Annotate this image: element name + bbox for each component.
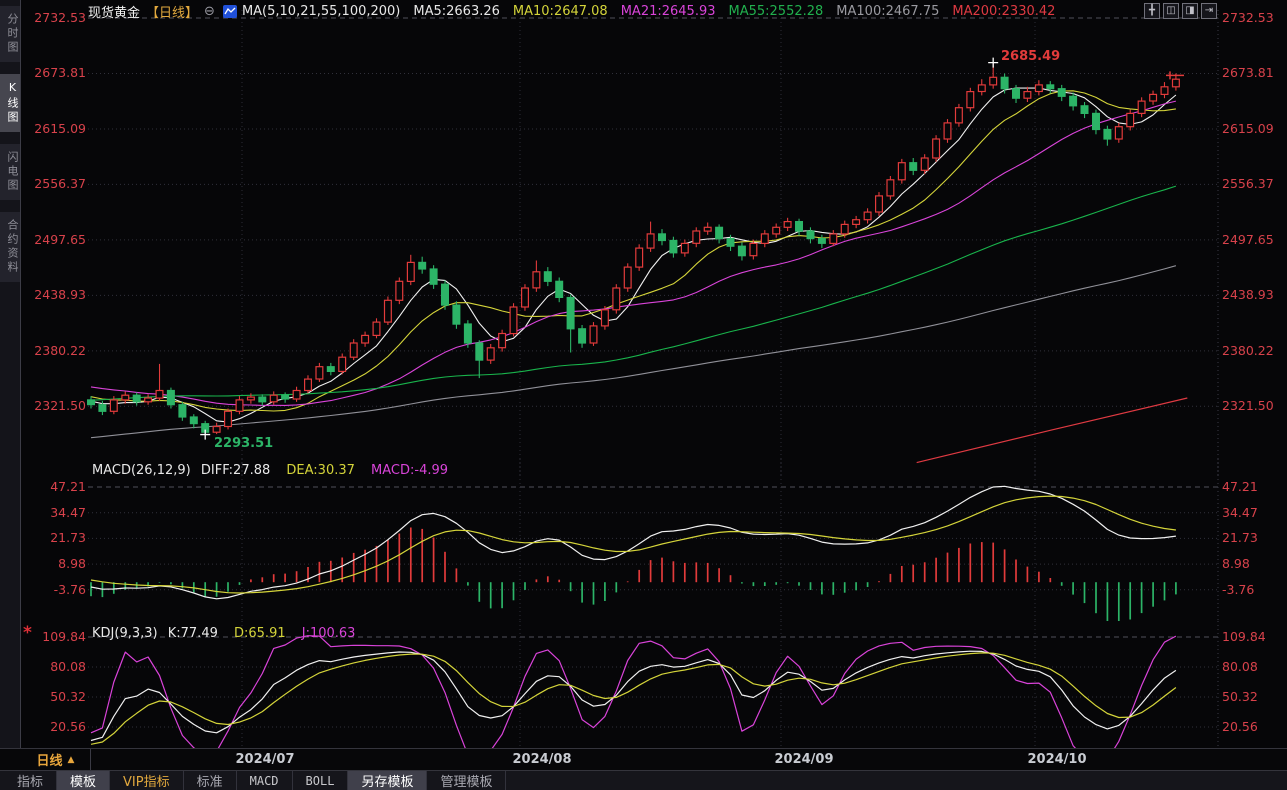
y-axis-label: 2732.53 xyxy=(34,10,86,25)
indicator-settings-icon[interactable]: * xyxy=(23,623,32,643)
y-axis-label: 80.08 xyxy=(50,659,86,674)
tab-vip-indicators[interactable]: VIP指标 xyxy=(110,771,184,790)
tab-save-template[interactable]: 另存模板 xyxy=(348,771,428,790)
tab-boll[interactable]: BOLL xyxy=(293,771,349,790)
y-axis-label: -3.76 xyxy=(1222,581,1255,597)
sidebar-item-kline-chart[interactable]: K线图 xyxy=(0,74,20,132)
macd-macd-value: MACD:-4.99 xyxy=(371,463,449,478)
x-axis-month-label: 2024/10 xyxy=(1027,752,1087,767)
right-axis-icon[interactable]: ◨ xyxy=(1182,3,1198,19)
y-axis-label: 2556.37 xyxy=(34,176,86,192)
y-axis-label: 2615.09 xyxy=(1222,120,1274,136)
ma-value-label: MA5:2663.26 xyxy=(413,3,500,19)
y-axis-label: 2497.65 xyxy=(1222,231,1274,247)
y-axis-label: 34.47 xyxy=(50,504,86,520)
y-axis-label: 2380.22 xyxy=(1222,342,1274,358)
macd-title: MACD(26,12,9) xyxy=(92,463,191,478)
chart-type-sidebar: 分时图 K线图闪电图合约资料 xyxy=(0,0,21,748)
kdj-j-value: J:100.63 xyxy=(301,626,356,641)
y-axis-label: 34.47 xyxy=(1222,504,1258,520)
y-axis-label: 109.84 xyxy=(42,629,86,644)
y-axis-label: 47.21 xyxy=(1222,479,1258,494)
y-axis-label: 2438.93 xyxy=(34,287,86,303)
y-axis-label: 2673.81 xyxy=(34,65,86,81)
y-axis-label: 8.98 xyxy=(58,556,86,572)
macd-panel-title: MACD(26,12,9) DIFF:27.88 DEA:30.37 MACD:… xyxy=(92,463,448,478)
macd-diff-value: DIFF:27.88 xyxy=(200,463,271,478)
tab-indicators[interactable]: 指标 xyxy=(4,771,58,790)
bottom-tab-bar: 指标 模板 VIP指标 标准 MACD BOLL 另存模板 管理模板 xyxy=(0,770,1287,790)
x-axis-month-label: 2024/09 xyxy=(774,752,834,767)
left-axis-icon[interactable]: ◫ xyxy=(1163,3,1179,19)
y-axis-label: 8.98 xyxy=(1222,556,1250,572)
y-axis-label: 2438.93 xyxy=(1222,287,1274,303)
kdj-k-value: K:77.49 xyxy=(167,626,218,641)
period-tag: 【日线】 xyxy=(146,5,199,21)
tab-templates[interactable]: 模板 xyxy=(57,771,111,790)
y-axis-label: 2556.37 xyxy=(1222,176,1274,192)
x-axis-row: 日线 ▲ 2024/07 2024/08 2024/09 2024/10 xyxy=(0,748,1287,770)
chart-header: 现货黄金 【日线】 ⊖ MA(5,10,21,55,100,200) MA5:2… xyxy=(88,2,1068,21)
x-axis-month-label: 2024/08 xyxy=(512,752,572,767)
ma-values: MA5:2663.26 MA10:2647.08 MA21:2645.93 MA55:… xyxy=(413,4,1068,19)
y-axis-label: 2615.09 xyxy=(34,120,86,136)
y-axis-label: 50.32 xyxy=(1222,689,1258,704)
kline-chart-icon[interactable] xyxy=(222,4,237,18)
ma-value-label: MA200:2330.42 xyxy=(952,3,1056,19)
macd-dea-value: DEA:30.37 xyxy=(286,463,355,478)
y-axis-label: 21.73 xyxy=(50,530,86,546)
y-axis-label: 21.73 xyxy=(1222,530,1258,546)
low-price-annotation: 2293.51 xyxy=(214,436,274,451)
sidebar-item-contract-info[interactable]: 合约资料 xyxy=(0,212,20,282)
kdj-panel-title: KDJ(9,3,3) K:77.49 D:65.91 J:100.63 xyxy=(92,626,355,641)
ma-value-label: MA100:2467.75 xyxy=(836,3,940,19)
kdj-title: KDJ(9,3,3) xyxy=(92,626,158,641)
y-axis-label: -3.76 xyxy=(53,581,86,597)
sidebar-item-time-chart[interactable]: 分时图 xyxy=(0,6,20,62)
x-axis-month-label: 2024/07 xyxy=(235,752,295,767)
sidebar-item-lightning-chart[interactable]: 闪电图 xyxy=(0,144,20,200)
export-icon[interactable]: ⇥ xyxy=(1201,3,1217,19)
y-axis-label: 50.32 xyxy=(50,689,86,704)
period-label: 日线 xyxy=(36,754,63,769)
ma-settings-label: MA(5,10,21,55,100,200) xyxy=(241,3,401,19)
ma-value-label: MA55:2552.28 xyxy=(728,3,824,19)
chart-toolbar: ╋ ◫ ◨ ⇥ xyxy=(1144,3,1217,19)
y-axis-label: 80.08 xyxy=(1222,659,1258,674)
y-axis-label: 47.21 xyxy=(50,479,86,494)
tab-manage-template[interactable]: 管理模板 xyxy=(427,771,507,790)
y-axis-label: 20.56 xyxy=(50,719,86,734)
y-axis-label: 2380.22 xyxy=(34,342,86,358)
y-axis-label: 2321.50 xyxy=(34,398,86,414)
crosshair-icon[interactable]: ╋ xyxy=(1144,3,1160,19)
symbol-name: 现货黄金 xyxy=(88,5,141,21)
y-axis-label: 109.84 xyxy=(1222,629,1266,644)
kdj-d-value: D:65.91 xyxy=(234,626,286,641)
y-axis-label: 2497.65 xyxy=(34,231,86,247)
period-dropdown-arrow: ▲ xyxy=(67,754,75,765)
tab-macd[interactable]: MACD xyxy=(237,771,293,790)
y-axis-label: 2732.53 xyxy=(1222,10,1274,25)
y-axis-label: 20.56 xyxy=(1222,719,1258,734)
ma-value-label: MA21:2645.93 xyxy=(620,3,716,19)
period-selector-button[interactable]: 日线 ▲ xyxy=(21,749,91,770)
collapse-icon[interactable]: ⊖ xyxy=(204,3,215,19)
y-axis-label: 2321.50 xyxy=(1222,398,1274,414)
y-axis-label: 2673.81 xyxy=(1222,65,1274,81)
high-price-annotation: 2685.49 xyxy=(1001,49,1061,64)
tab-standard[interactable]: 标准 xyxy=(184,771,237,790)
ma-value-label: MA10:2647.08 xyxy=(512,3,608,19)
